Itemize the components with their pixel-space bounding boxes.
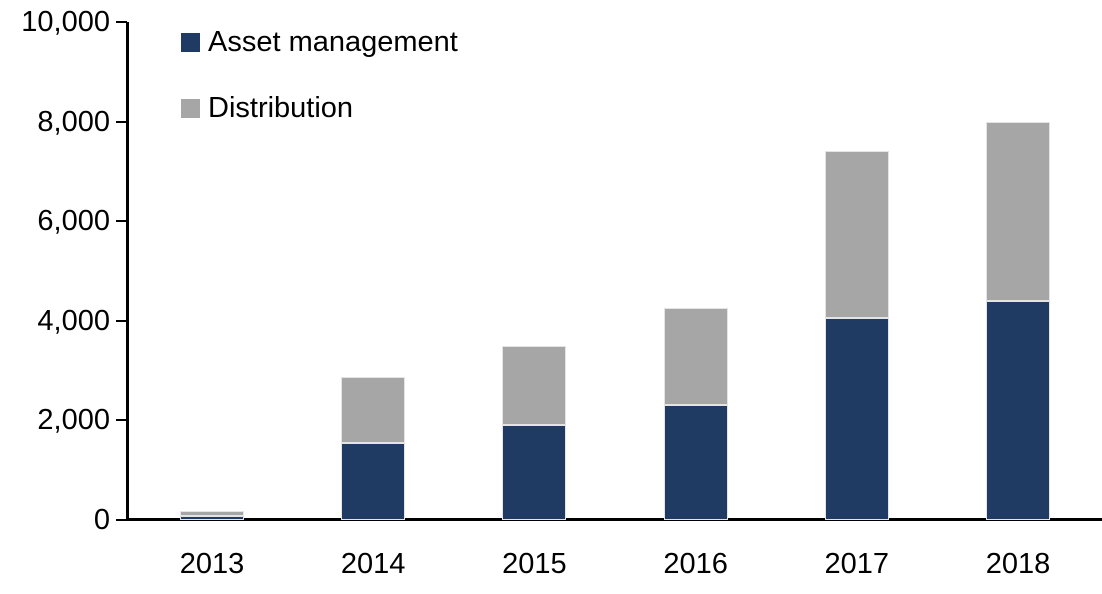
- bar-2014-asset-management: [341, 442, 406, 520]
- y-tick-label: 0: [93, 504, 110, 536]
- y-tick-2,000: [116, 419, 127, 422]
- y-tick-label: 8,000: [37, 105, 110, 138]
- x-tick-label-2014: 2014: [340, 548, 406, 580]
- bar-2017-asset-management: [824, 318, 889, 520]
- y-axis-line: [126, 22, 129, 520]
- bar-2017-distribution: [824, 151, 889, 319]
- bar-2016-distribution: [663, 308, 728, 406]
- y-tick-0: [116, 519, 127, 521]
- y-tick-label: 2,000: [37, 404, 110, 437]
- y-tick-4,000: [116, 319, 127, 322]
- bar-2015-asset-management: [502, 425, 567, 520]
- asset-management-legend-label: Asset management: [208, 26, 458, 58]
- x-tick-label-2018: 2018: [985, 548, 1051, 580]
- x-tick-label-2017: 2017: [824, 548, 890, 580]
- legend-item-asset-management: Asset management: [181, 26, 458, 58]
- y-tick-10,000: [116, 21, 127, 23]
- bar-2016-asset-management: [663, 405, 728, 520]
- y-tick-label: 6,000: [37, 205, 110, 238]
- bar-2018-asset-management: [986, 300, 1050, 520]
- x-axis-line: [126, 518, 1102, 521]
- x-tick-label-2016: 2016: [663, 548, 728, 580]
- x-tick-label-2015: 2015: [502, 548, 567, 580]
- x-tick-label-2013: 2013: [179, 548, 245, 580]
- y-tick-label: 4,000: [37, 304, 110, 337]
- distribution-legend-label: Distribution: [208, 92, 354, 124]
- bar-2013-asset-management: [180, 516, 244, 520]
- bar-2014-distribution: [341, 377, 406, 443]
- distribution-legend-swatch: [181, 98, 200, 118]
- legend-item-distribution: Distribution: [181, 92, 354, 124]
- y-tick-label: 10,000: [21, 6, 110, 38]
- y-tick-8,000: [116, 120, 127, 123]
- asset-management-legend-swatch: [181, 32, 200, 52]
- bar-2013-distribution: [180, 510, 244, 517]
- bar-2015-distribution: [502, 345, 567, 426]
- bar-2018-distribution: [986, 121, 1050, 301]
- y-tick-6,000: [116, 220, 127, 223]
